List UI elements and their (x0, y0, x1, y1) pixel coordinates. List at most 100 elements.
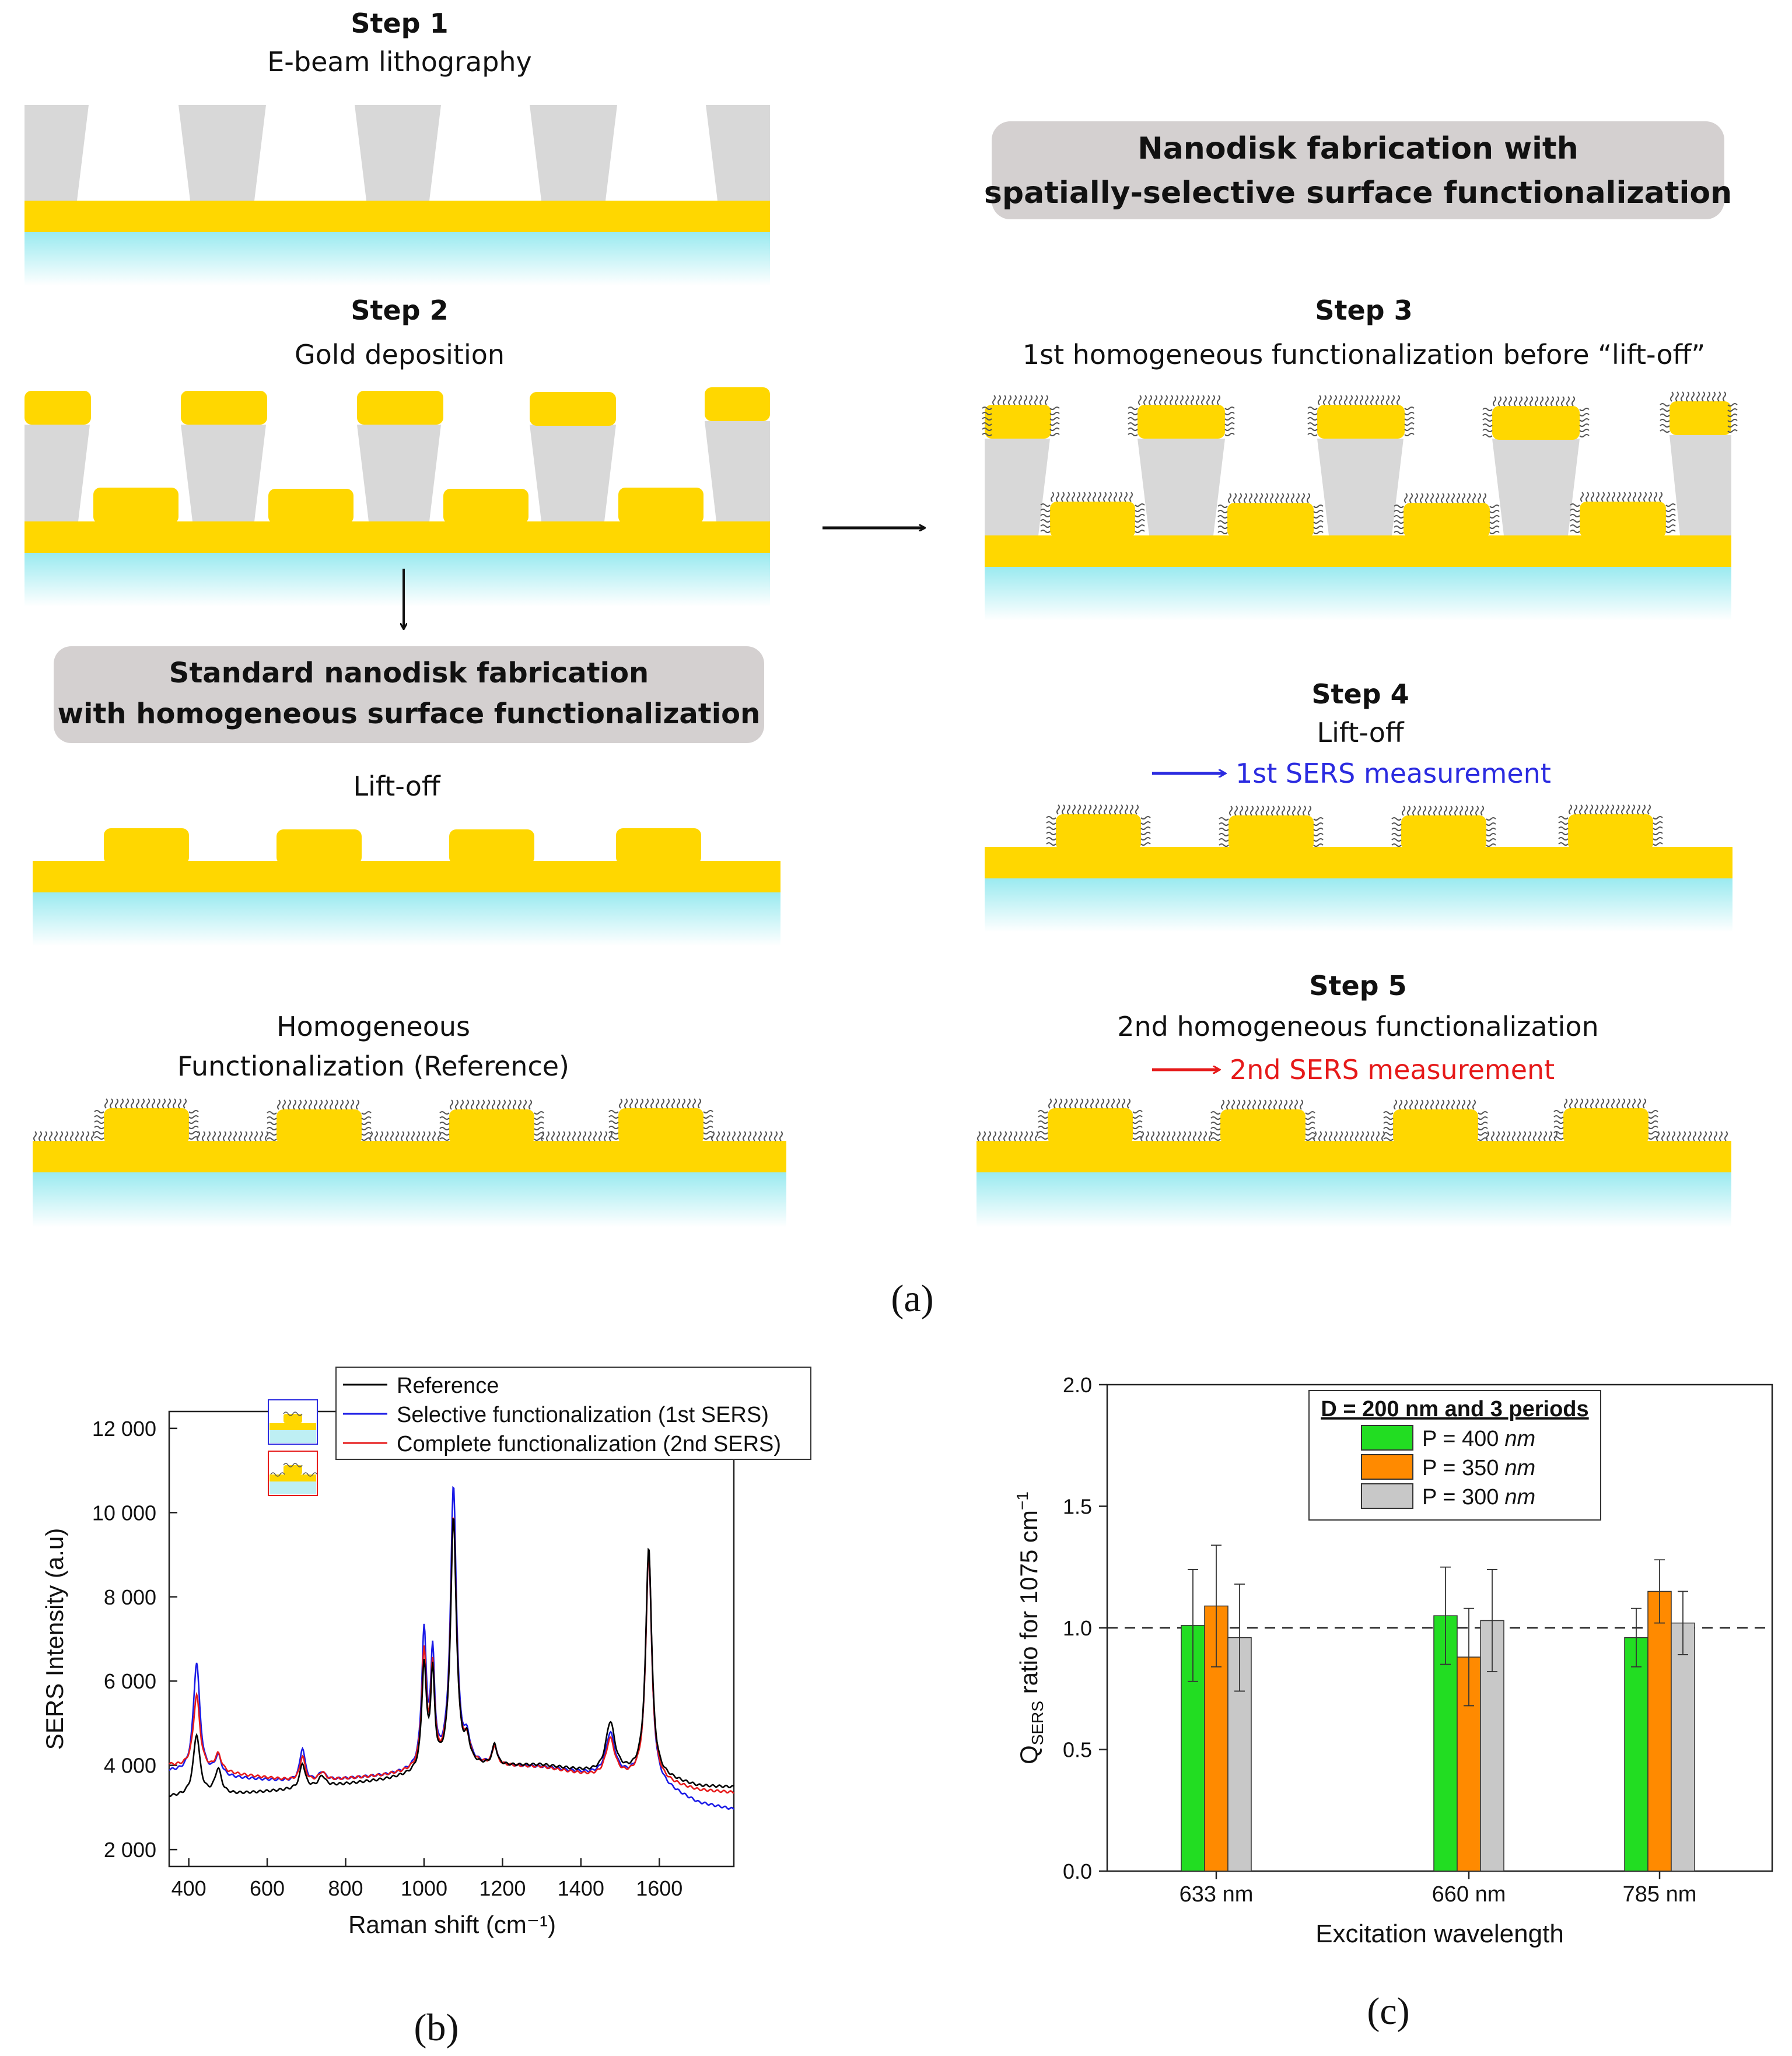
molecule-chain (753, 1131, 757, 1141)
molecule-chain (1229, 805, 1233, 816)
molecule-chain (1486, 828, 1496, 831)
molecule-chain (1554, 1131, 1558, 1141)
molecule-chain (1185, 395, 1189, 405)
molecule-chain (1282, 805, 1285, 816)
molecule-chain (677, 1098, 680, 1109)
panel-c-caption: (c) (1367, 1990, 1409, 2033)
gold-nanodisk (1404, 503, 1490, 538)
molecule-chain (1119, 804, 1123, 815)
molecule-chain (1409, 493, 1413, 503)
molecule-chain (1217, 515, 1228, 519)
molecule-chain (1457, 1099, 1460, 1110)
molecule-chain (1391, 395, 1395, 405)
molecule-chain (1642, 804, 1646, 815)
y-label-q: Q (1015, 1745, 1042, 1764)
molecule-chain (1334, 395, 1337, 405)
step5-desc: 2nd homogeneous functionalization (1117, 1011, 1598, 1042)
gold-cap (530, 392, 616, 426)
molecule-chain (439, 1116, 450, 1120)
molecule-chain (1217, 395, 1220, 405)
molecule-chain (1069, 1098, 1073, 1109)
molecule-chain (1138, 395, 1142, 405)
resist-pillar (24, 425, 90, 521)
molecule-chain (1691, 391, 1695, 402)
molecule-chain (1544, 1131, 1547, 1141)
molecule-chain (1402, 805, 1405, 816)
molecule-chain (460, 1099, 464, 1110)
molecule-chain (1482, 418, 1493, 422)
molecule-chain (1087, 492, 1091, 502)
molecule-chain (38, 1131, 42, 1141)
molecule-chain (703, 1120, 713, 1124)
molecule-chain (1067, 804, 1070, 815)
molecule-chain (1538, 1131, 1542, 1141)
molecule-chain (1059, 1098, 1062, 1109)
molecule-chain (1714, 1131, 1717, 1141)
molecule-chain (1612, 492, 1615, 502)
x-tick-label: 660 nm (1432, 1882, 1506, 1907)
molecule-chain (562, 1131, 565, 1141)
molecule-chain (1313, 833, 1324, 836)
legend-entry-300: P = 300 nm (1422, 1485, 1535, 1509)
molecule-chain (1014, 1131, 1017, 1141)
molecule-chain (1040, 519, 1051, 523)
molecule-chain (1670, 391, 1674, 402)
molecule-chain (1404, 433, 1415, 436)
molecule-chain (1394, 505, 1404, 508)
molecule-chain (1472, 1099, 1476, 1110)
molecule-chain (1224, 407, 1235, 410)
molecule-chain (1270, 493, 1273, 503)
legend-400-unit: nm (1504, 1427, 1535, 1451)
molecule-chain (1040, 524, 1051, 528)
molecule-chain (1446, 1099, 1450, 1110)
molecule-chain (188, 1136, 199, 1140)
molecule-chain (450, 1099, 453, 1110)
molecule-chain (1307, 493, 1310, 503)
molecule-chain (1159, 395, 1163, 405)
molecule-chain (1307, 433, 1318, 436)
molecule-chain (703, 1115, 713, 1119)
molecule-chain (1072, 492, 1075, 502)
molecule-chain (1659, 492, 1662, 502)
molecule-chain (1601, 492, 1605, 502)
molecule-chain (1660, 408, 1670, 412)
molecule-chain (1702, 391, 1705, 402)
molecule-chain (1486, 822, 1496, 826)
molecule-chain (369, 1131, 373, 1141)
molecule-layer (33, 391, 1738, 1141)
molecule-chain (1313, 822, 1324, 826)
gold-cap (357, 391, 443, 425)
step4-label: Step 4 (1311, 678, 1409, 710)
molecule-chain (1478, 1127, 1488, 1130)
gold-film (985, 535, 1731, 567)
selective-box-line2: spatially-selective surface functionaliz… (984, 176, 1732, 211)
resist-pillar (1492, 439, 1580, 535)
molecule-chain (1407, 805, 1410, 816)
x-tick-label: 633 nm (1180, 1882, 1254, 1907)
molecule-chain (239, 1131, 242, 1141)
molecule-chain (1376, 395, 1379, 405)
molecule-chain (528, 1099, 532, 1110)
molecule-chain (1579, 434, 1590, 437)
gold-nanodisk (268, 489, 354, 524)
molecule-chain (1077, 492, 1080, 502)
molecule-chain (1224, 428, 1235, 431)
molecule-chain (1083, 804, 1086, 815)
step2-schematic (24, 387, 770, 607)
molecule-chain (1638, 492, 1642, 502)
molecule-chain (1154, 395, 1157, 405)
molecule-chain (1566, 396, 1570, 407)
molecule-chain (1489, 515, 1500, 519)
molecule-chain (1210, 1137, 1221, 1141)
standard-fabrication-box (54, 646, 764, 743)
molecule-chain (1132, 1126, 1143, 1129)
molecule-chain (1313, 1131, 1317, 1141)
molecule-chain (1653, 837, 1663, 840)
molecule-chain (1365, 395, 1368, 405)
step5-schematic (977, 1108, 1731, 1227)
molecule-chain (1404, 407, 1415, 410)
molecule-chain (455, 1099, 459, 1110)
molecule-chain (1727, 419, 1738, 422)
molecule-chain (1394, 526, 1404, 529)
molecule-chain (1418, 805, 1421, 816)
